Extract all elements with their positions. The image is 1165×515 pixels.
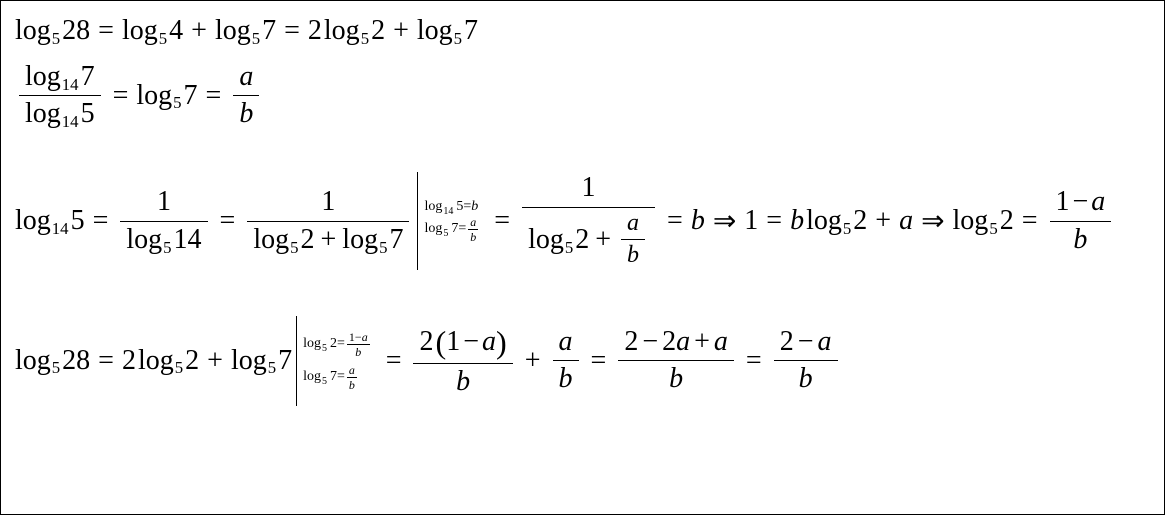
b-log5-2-plus-a: blog52 + a [790, 205, 913, 237]
equals: = [98, 15, 114, 47]
equals: = [591, 345, 607, 377]
log5-2-d: log52 [953, 205, 1014, 237]
frac-1-over-log5-14: 1 log514 [120, 186, 207, 255]
log14-5: log145 [15, 205, 85, 237]
log5-7-c: log57 [136, 80, 197, 112]
implies: ⇒ [921, 204, 944, 238]
frac-a-over-b-2: a b [553, 326, 579, 395]
log5-28: log528 [15, 15, 90, 47]
equals: = [746, 345, 762, 377]
equals: = [386, 345, 402, 377]
implies: ⇒ [713, 204, 736, 238]
equals: = [93, 205, 109, 237]
condition-bar-2 [296, 316, 297, 406]
equals: = [113, 80, 129, 112]
equals: = [98, 345, 114, 377]
two-log5-2-b: 2log52 [122, 345, 199, 377]
condition-bar [417, 172, 418, 269]
frac-1-minus-a-over-b: 1−a b [1050, 186, 1112, 255]
frac-a-over-b: a b [233, 61, 259, 130]
frac-1-over-log52-plus-a-over-b: 1 log52 + a b [522, 172, 655, 269]
equals: = [667, 205, 683, 237]
plus: + [207, 345, 223, 377]
plus: + [525, 345, 541, 377]
equals: = [220, 205, 236, 237]
frac-1-over-log52-plus-log57: 1 log52 + log57 [247, 186, 409, 255]
frac-2-minus-a-over-b: 2−a b [774, 326, 838, 395]
frac-2-2a-plus-a-over-b: 2−2a+a b [618, 326, 734, 395]
two-log5-2: 2log52 [308, 15, 385, 47]
log5-4: log54 [122, 15, 183, 47]
cond-log5-2-eq-1-a-b: log52= 1−a b [303, 331, 372, 358]
log5-7-d: log57 [231, 345, 292, 377]
equation-line-3: log145 = 1 log514 = 1 log52 + log57 log1… [15, 172, 1150, 269]
math-page: log528 = log54 + log57 = 2log52 + log57 … [0, 0, 1165, 515]
log5-7: log57 [215, 15, 276, 47]
frac-2paren1-a-over-b: 2(1−a) b [413, 324, 512, 398]
equals: = [206, 80, 222, 112]
cond-log5-7-eq-a-b: log57= ab [303, 364, 372, 391]
substitution-conditions-1: log145=b log57= ab [424, 199, 480, 243]
equals: = [1022, 205, 1038, 237]
equation-line-1: log528 = log54 + log57 = 2log52 + log57 [15, 15, 1150, 47]
log5-7-b: log57 [417, 15, 478, 47]
equation-line-2: log147 log145 = log57 = a b [15, 61, 1150, 130]
var-b: b [691, 205, 705, 237]
equals: = [284, 15, 300, 47]
frac-log14-7-over-log14-5: log147 log145 [19, 61, 101, 130]
plus: + [191, 15, 207, 47]
plus: + [393, 15, 409, 47]
substitution-conditions-2: log52= 1−a b log57= ab [303, 331, 372, 391]
one: 1 [744, 205, 758, 237]
cond-log5-7-eq-a-over-b: log57= ab [424, 216, 480, 243]
cond-log14-5-eq-b: log145=b [424, 199, 480, 216]
log5-28-b: log528 [15, 345, 90, 377]
equals: = [494, 205, 510, 237]
equation-line-4: log528 = 2log52 + log57 log52= 1−a b log… [15, 316, 1150, 406]
equals: = [766, 205, 782, 237]
